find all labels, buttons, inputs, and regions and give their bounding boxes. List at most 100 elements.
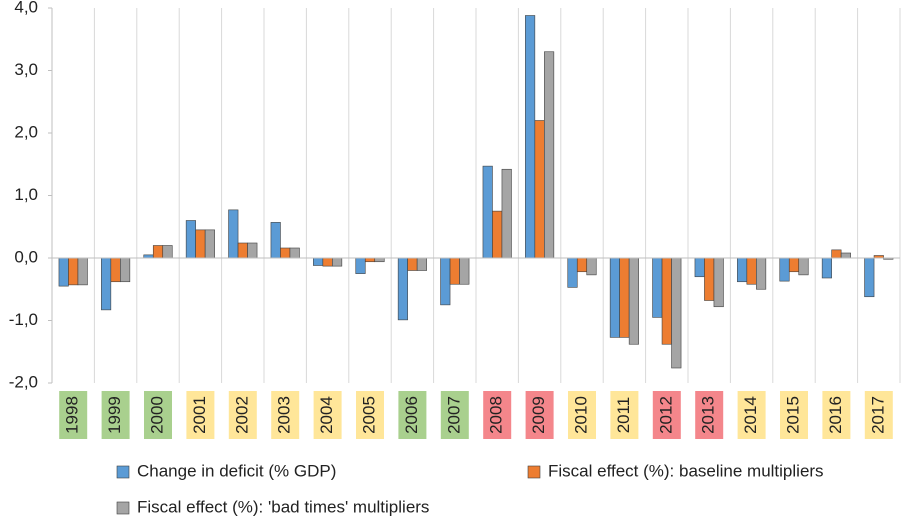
category-highlight	[652, 391, 681, 439]
category-highlight	[695, 391, 724, 439]
bar	[501, 168, 512, 259]
bar	[831, 249, 842, 259]
bar	[237, 242, 248, 259]
bar	[746, 257, 757, 285]
category-highlight	[525, 391, 554, 439]
bar	[628, 257, 639, 345]
category-highlight	[440, 391, 469, 439]
category-highlight	[610, 391, 639, 439]
bar	[58, 257, 69, 287]
category-highlight	[780, 391, 808, 439]
bar	[313, 257, 324, 266]
bar	[609, 257, 620, 338]
x-tick-label: 2014	[741, 396, 760, 434]
category-highlight	[313, 391, 342, 439]
x-tick-label: 2008	[487, 396, 506, 434]
x-tick-label: 2010	[571, 396, 590, 434]
x-tick-label: 2013	[699, 396, 718, 434]
bar	[280, 247, 291, 259]
legend-swatch	[116, 501, 130, 515]
category-highlight	[101, 391, 130, 439]
bar	[459, 257, 470, 285]
x-tick-label: 2001	[190, 396, 209, 434]
category-highlight	[228, 391, 257, 439]
bar	[661, 257, 672, 345]
bar	[416, 257, 427, 271]
bar	[864, 257, 875, 298]
category-highlight	[568, 391, 596, 439]
bar	[449, 257, 460, 285]
bar	[671, 257, 682, 369]
bar	[185, 220, 196, 259]
y-tick-label: 3,0	[14, 60, 38, 79]
legend-swatch	[527, 465, 541, 479]
bar	[289, 247, 300, 259]
y-tick-label: -1,0	[9, 310, 38, 329]
bar	[397, 257, 408, 321]
y-tick-label: 1,0	[14, 185, 38, 204]
x-tick-label: 1998	[63, 396, 82, 434]
x-tick-label: 2000	[147, 396, 166, 434]
bar	[482, 165, 493, 259]
bar	[694, 257, 705, 278]
category-highlight	[864, 391, 893, 439]
x-tick-label: 2011	[614, 397, 633, 434]
x-tick-label: 2009	[529, 396, 548, 434]
bar	[322, 257, 333, 267]
bar	[756, 257, 767, 290]
category-highlight	[271, 391, 300, 439]
bar	[195, 229, 206, 259]
legend-swatch	[116, 465, 130, 479]
bar	[204, 229, 215, 259]
legend-label: Fiscal effect (%): baseline multipliers	[548, 461, 824, 480]
bar	[586, 257, 597, 276]
x-tick-label: 2007	[444, 396, 463, 434]
bar	[77, 257, 88, 286]
category-highlight	[356, 391, 384, 439]
bar	[619, 257, 630, 338]
bar	[440, 257, 451, 306]
bar	[152, 245, 164, 259]
bar	[737, 257, 748, 283]
bar	[270, 222, 281, 259]
bar	[492, 210, 503, 259]
category-highlight	[186, 391, 215, 439]
bar	[704, 257, 715, 301]
bar	[120, 257, 131, 283]
bar	[407, 257, 418, 271]
bar	[821, 257, 832, 279]
bar	[228, 209, 239, 259]
bar	[544, 51, 555, 259]
bar	[713, 257, 724, 308]
bar	[162, 245, 173, 259]
category-highlight	[483, 391, 512, 439]
y-tick-label: 2,0	[14, 122, 38, 141]
bar	[110, 257, 121, 283]
y-tick-label: 0,0	[14, 247, 38, 266]
x-tick-label: 2004	[317, 396, 336, 434]
bar	[576, 257, 588, 273]
x-tick-label: 2015	[783, 396, 802, 434]
category-highlight	[398, 391, 427, 439]
bar	[68, 257, 79, 286]
bar	[355, 257, 366, 274]
x-tick-label: 2005	[359, 396, 378, 434]
bar	[788, 257, 800, 273]
bar	[101, 257, 112, 311]
bar	[652, 257, 663, 318]
x-tick-label: 2003	[275, 396, 294, 434]
y-tick-label: 4,0	[14, 0, 38, 16]
bar	[364, 257, 376, 263]
bar	[567, 257, 578, 288]
category-highlight	[59, 391, 88, 439]
x-tick-label: 2006	[402, 396, 421, 434]
x-tick-label: 2012	[656, 396, 675, 434]
x-tick-label: 2016	[826, 396, 845, 434]
legend-label: Fiscal effect (%): 'bad times' multiplie…	[137, 497, 429, 516]
bar	[798, 257, 809, 276]
category-highlight	[822, 391, 851, 439]
bar	[332, 257, 343, 267]
x-tick-label: 2002	[232, 396, 251, 434]
